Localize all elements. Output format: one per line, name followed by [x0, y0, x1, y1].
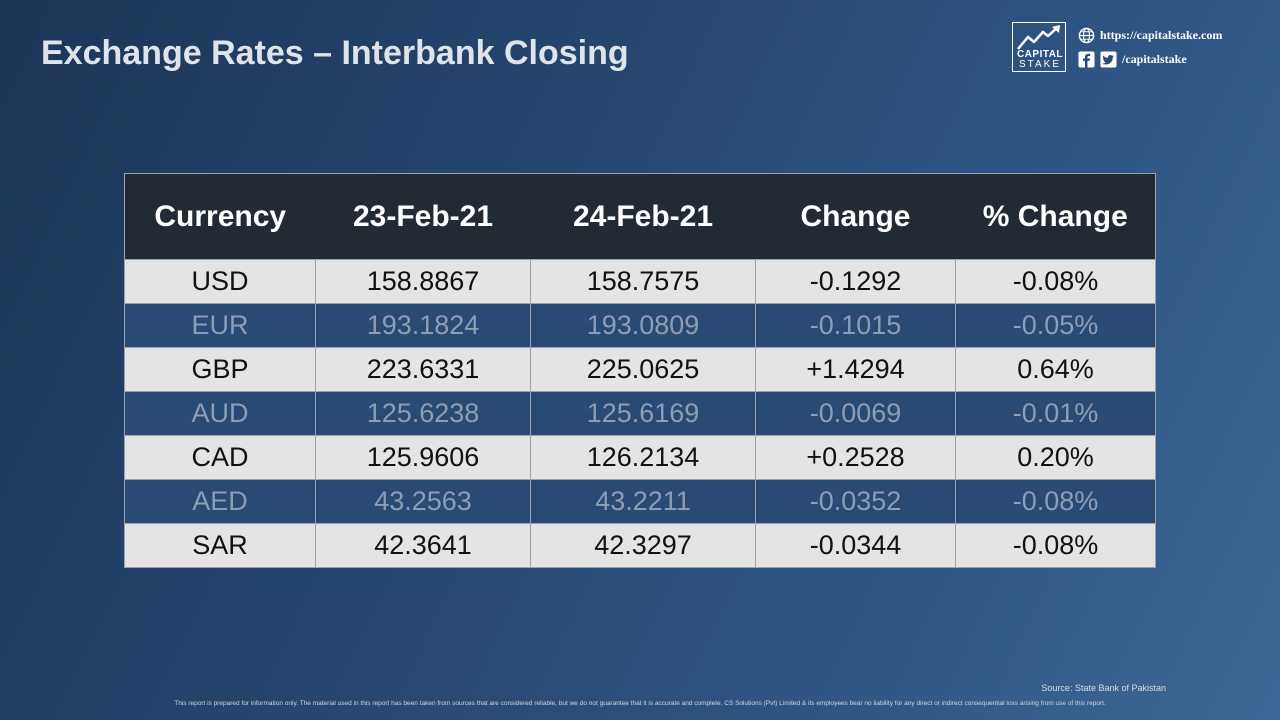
social-row[interactable]: /capitalstake	[1078, 49, 1187, 69]
cell-pct-change: -0.08%	[955, 479, 1156, 524]
header-prev-date: 23-Feb-21	[315, 173, 531, 260]
website-row[interactable]: https://capitalstake.com	[1078, 25, 1222, 45]
facebook-icon[interactable]	[1078, 50, 1095, 68]
twitter-icon[interactable]	[1100, 50, 1117, 68]
cell-change: -0.1015	[755, 303, 956, 348]
cell-pct-change: -0.08%	[955, 259, 1156, 304]
cell-curr-rate: 43.2211	[530, 479, 756, 524]
cell-change: -0.0069	[755, 391, 956, 436]
table-row: USD 158.8867 158.7575 -0.1292 -0.08%	[124, 259, 1156, 304]
page-title: Exchange Rates – Interbank Closing	[41, 34, 629, 72]
logo-chart-icon	[1017, 25, 1060, 50]
header-pct-change: % Change	[955, 173, 1156, 260]
header-currency: Currency	[124, 173, 316, 260]
cell-currency: CAD	[124, 435, 316, 480]
cell-change: +1.4294	[755, 347, 956, 392]
cell-currency: USD	[124, 259, 316, 304]
cell-change: -0.0344	[755, 523, 956, 568]
table-row: EUR 193.1824 193.0809 -0.1015 -0.05%	[124, 303, 1156, 348]
disclaimer-text: This report is prepared for information …	[174, 700, 1106, 707]
cell-prev-rate: 158.8867	[315, 259, 531, 304]
cell-pct-change: 0.20%	[955, 435, 1156, 480]
cell-pct-change: -0.08%	[955, 523, 1156, 568]
cell-currency: AED	[124, 479, 316, 524]
source-note: Source: State Bank of Pakistan	[1041, 683, 1166, 693]
table-header-row: Currency 23-Feb-21 24-Feb-21 Change % Ch…	[124, 173, 1156, 260]
cell-change: -0.0352	[755, 479, 956, 524]
table-row: SAR 42.3641 42.3297 -0.0344 -0.08%	[124, 523, 1156, 568]
cell-currency: GBP	[124, 347, 316, 392]
capitalstake-logo[interactable]: CAPITAL STAKE	[1012, 22, 1066, 72]
globe-icon	[1078, 27, 1095, 43]
exchange-rates-table: Currency 23-Feb-21 24-Feb-21 Change % Ch…	[124, 173, 1156, 568]
table-row: AUD 125.6238 125.6169 -0.0069 -0.01%	[124, 391, 1156, 436]
cell-prev-rate: 125.9606	[315, 435, 531, 480]
logo-word-capital: CAPITAL	[1016, 49, 1064, 60]
cell-prev-rate: 125.6238	[315, 391, 531, 436]
cell-curr-rate: 193.0809	[530, 303, 756, 348]
header-curr-date: 24-Feb-21	[530, 173, 756, 260]
cell-curr-rate: 158.7575	[530, 259, 756, 304]
cell-currency: SAR	[124, 523, 316, 568]
cell-curr-rate: 126.2134	[530, 435, 756, 480]
cell-curr-rate: 225.0625	[530, 347, 756, 392]
logo-word-stake: STAKE	[1018, 59, 1062, 70]
brand-block: CAPITAL STAKE https://capitalstake.com /…	[1012, 22, 1262, 74]
cell-curr-rate: 42.3297	[530, 523, 756, 568]
website-link[interactable]: https://capitalstake.com	[1100, 27, 1223, 42]
cell-pct-change: 0.64%	[955, 347, 1156, 392]
table-row: GBP 223.6331 225.0625 +1.4294 0.64%	[124, 347, 1156, 392]
table-row: AED 43.2563 43.2211 -0.0352 -0.08%	[124, 479, 1156, 524]
cell-currency: EUR	[124, 303, 316, 348]
cell-currency: AUD	[124, 391, 316, 436]
cell-change: +0.2528	[755, 435, 956, 480]
cell-prev-rate: 193.1824	[315, 303, 531, 348]
cell-prev-rate: 223.6331	[315, 347, 531, 392]
cell-pct-change: -0.01%	[955, 391, 1156, 436]
header-change: Change	[755, 173, 956, 260]
cell-prev-rate: 42.3641	[315, 523, 531, 568]
cell-prev-rate: 43.2563	[315, 479, 531, 524]
cell-curr-rate: 125.6169	[530, 391, 756, 436]
cell-change: -0.1292	[755, 259, 956, 304]
table-row: CAD 125.9606 126.2134 +0.2528 0.20%	[124, 435, 1156, 480]
social-handle[interactable]: /capitalstake	[1122, 51, 1187, 66]
cell-pct-change: -0.05%	[955, 303, 1156, 348]
